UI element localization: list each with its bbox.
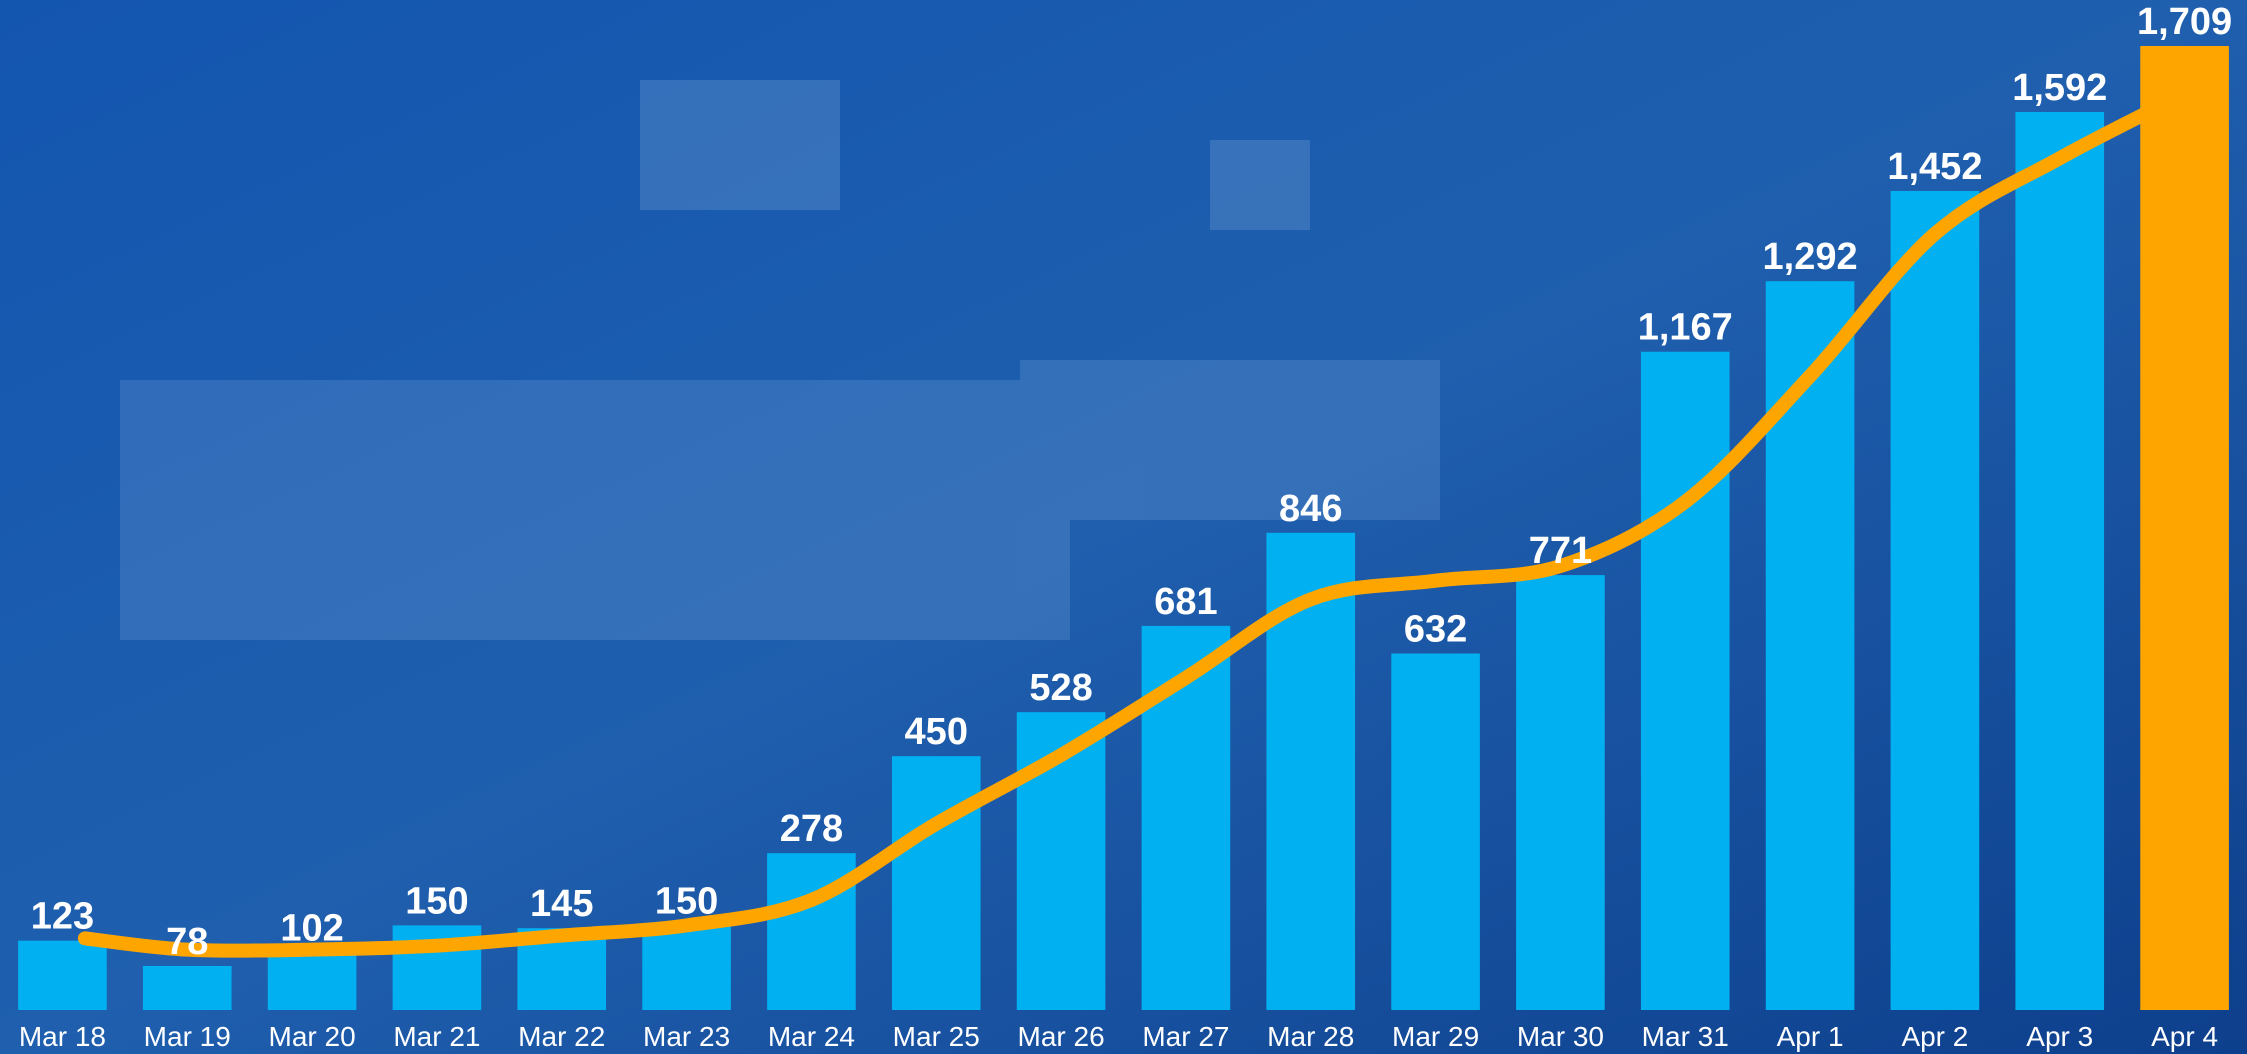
- x-tick-label: Mar 25: [893, 1021, 980, 1052]
- x-tick-label: Mar 27: [1142, 1021, 1229, 1052]
- value-label: 123: [31, 896, 94, 938]
- value-label: 846: [1279, 488, 1342, 530]
- bar: [2015, 112, 2104, 1010]
- x-tick-label: Apr 1: [1777, 1021, 1844, 1052]
- bar: [1766, 281, 1855, 1010]
- x-tick-label: Mar 22: [518, 1021, 605, 1052]
- chart: 123 Mar 18 78 Mar 19 102 Mar 20 150 Mar 21 145 Ma…: [0, 0, 2247, 1054]
- value-label: 681: [1154, 581, 1217, 623]
- x-tick-label: Apr 4: [2151, 1021, 2218, 1052]
- bar: [2140, 46, 2229, 1010]
- bar: [1516, 575, 1605, 1010]
- bar: [143, 966, 232, 1010]
- value-label: 278: [780, 808, 843, 850]
- value-label: 78: [166, 921, 208, 963]
- value-label: 771: [1529, 530, 1592, 572]
- bar: [268, 952, 357, 1010]
- value-label: 1,592: [2012, 67, 2107, 109]
- value-label: 1,709: [2137, 1, 2232, 43]
- value-label: 1,167: [1638, 307, 1733, 349]
- bar: [1641, 352, 1730, 1010]
- x-tick-label: Mar 31: [1642, 1021, 1729, 1052]
- value-label: 1,292: [1763, 236, 1858, 278]
- x-tick-label: Mar 28: [1267, 1021, 1354, 1052]
- bar: [892, 756, 981, 1010]
- x-tick-label: Apr 2: [1901, 1021, 1968, 1052]
- bar: [18, 941, 107, 1010]
- x-tick-label: Mar 29: [1392, 1021, 1479, 1052]
- bar: [642, 925, 731, 1010]
- value-label: 150: [405, 880, 468, 922]
- value-label: 150: [655, 880, 718, 922]
- value-label: 450: [905, 711, 968, 753]
- x-tick-label: Mar 18: [19, 1021, 106, 1052]
- x-tick-label: Mar 30: [1517, 1021, 1604, 1052]
- x-tick-label: Mar 23: [643, 1021, 730, 1052]
- x-tick-label: Mar 21: [393, 1021, 480, 1052]
- x-tick-label: Mar 26: [1018, 1021, 1105, 1052]
- value-label: 1,452: [1887, 146, 1982, 188]
- value-label: 145: [530, 883, 593, 925]
- x-tick-label: Mar 20: [269, 1021, 356, 1052]
- bar: [1391, 654, 1480, 1010]
- value-label: 632: [1404, 609, 1467, 651]
- x-tick-label: Mar 19: [144, 1021, 231, 1052]
- x-tick-label: Apr 3: [2026, 1021, 2093, 1052]
- bar: [1891, 191, 1980, 1010]
- value-label: 102: [280, 907, 343, 949]
- x-tick-label: Mar 24: [768, 1021, 855, 1052]
- value-label: 528: [1029, 667, 1092, 709]
